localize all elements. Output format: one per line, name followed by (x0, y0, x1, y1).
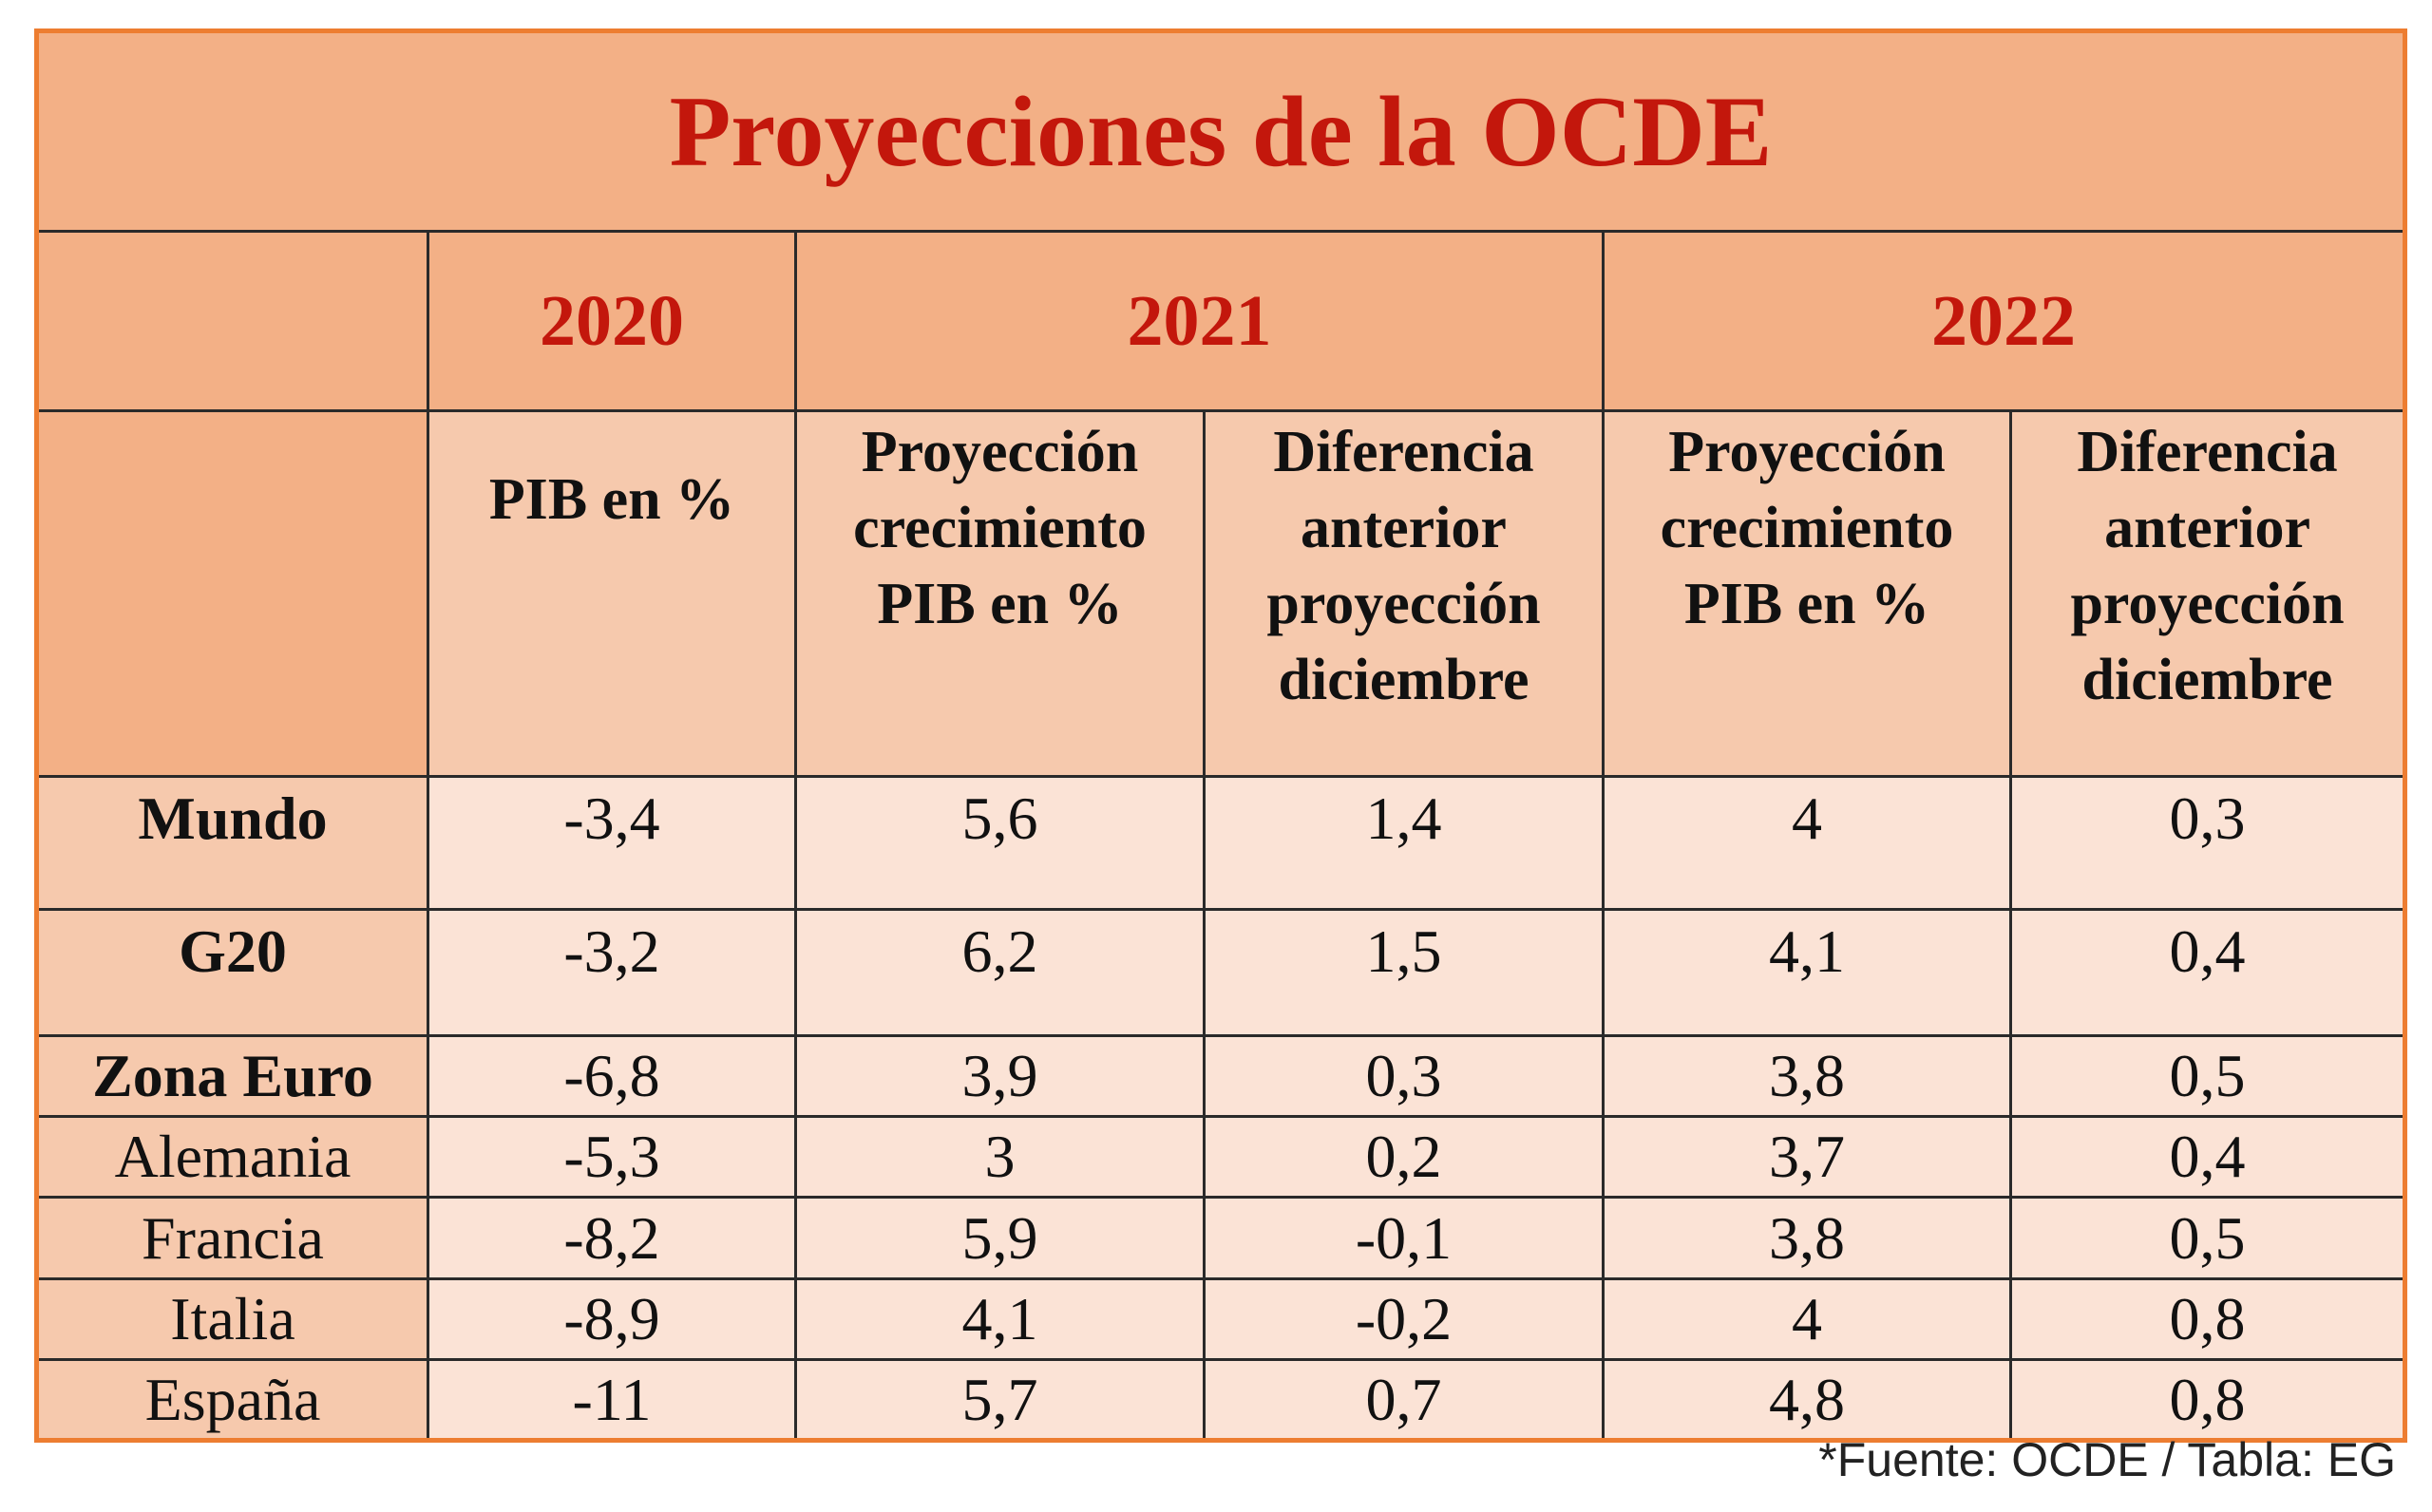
subheader-row: PIB en % Proyección crecimiento PIB en %… (36, 409, 2405, 778)
subheader-line: diciembre (1278, 648, 1530, 712)
value-cell: -3,2 (427, 908, 797, 1037)
value-cell: 0,4 (2008, 908, 2405, 1037)
value-cell: 0,5 (2008, 1196, 2405, 1280)
value-cell: -5,3 (427, 1115, 797, 1199)
subheader-diferencia-2022: Diferencia anterior proyección diciembre (2008, 409, 2405, 778)
value-cell: -3,4 (427, 775, 797, 911)
row-label: G20 (36, 908, 429, 1037)
value-cell: -8,9 (427, 1277, 797, 1361)
value-cell: 3 (794, 1115, 1206, 1199)
table-row: Zona Euro -6,8 3,9 0,3 3,8 0,5 (36, 1034, 2405, 1118)
row-label: Zona Euro (36, 1034, 429, 1118)
subheader-line: proyección (1266, 572, 1541, 636)
value-cell: 0,3 (1203, 1034, 1605, 1118)
value-cell: 5,9 (794, 1196, 1206, 1280)
row-label: Francia (36, 1196, 429, 1280)
table-row: España -11 5,7 0,7 4,8 0,8 (36, 1358, 2405, 1442)
subheader-line: Proyección (861, 420, 1139, 484)
subheader-line: Diferencia (1273, 420, 1534, 484)
subheader-line: proyección (2070, 572, 2345, 636)
subheader-line: Diferencia (2077, 420, 2338, 484)
table-row: Alemania -5,3 3 0,2 3,7 0,4 (36, 1115, 2405, 1199)
value-cell: -11 (427, 1358, 797, 1442)
value-cell: 0,7 (1203, 1358, 1605, 1442)
subheader-line: anterior (1301, 496, 1507, 560)
value-cell: 0,5 (2008, 1034, 2405, 1118)
subheader-line: anterior (2104, 496, 2310, 560)
empty-label-header (36, 409, 429, 778)
source-footer: *Fuente: OCDE / Tabla: EG (1818, 1433, 2396, 1486)
value-cell: 4 (1602, 1277, 2012, 1361)
value-cell: 0,2 (1203, 1115, 1605, 1199)
table-title: Proyecciones de la OCDE (36, 30, 2405, 233)
value-cell: 0,8 (2008, 1277, 2405, 1361)
subheader-line: PIB en % (1683, 572, 1930, 636)
value-cell: 0,8 (2008, 1358, 2405, 1442)
value-cell: 3,8 (1602, 1196, 2012, 1280)
title-row: Proyecciones de la OCDE (36, 30, 2405, 233)
subheader-line: diciembre (2081, 648, 2333, 712)
value-cell: 5,6 (794, 775, 1206, 911)
row-label: Italia (36, 1277, 429, 1361)
value-cell: 3,7 (1602, 1115, 2012, 1199)
value-cell: 4,1 (794, 1277, 1206, 1361)
subheader-line: crecimiento (853, 496, 1147, 560)
value-cell: 1,4 (1203, 775, 1605, 911)
value-cell: 0,4 (2008, 1115, 2405, 1199)
row-label: Alemania (36, 1115, 429, 1199)
subheader-line: Proyección (1668, 420, 1946, 484)
row-label: Mundo (36, 775, 429, 911)
subheader-diferencia-2021: Diferencia anterior proyección diciembre (1203, 409, 1605, 778)
ocde-projections-table: Proyecciones de la OCDE 2020 2021 2022 P… (34, 28, 2408, 1443)
row-label: España (36, 1358, 429, 1442)
subheader-proyeccion-2021: Proyección crecimiento PIB en % (794, 409, 1206, 778)
table-row: G20 -3,2 6,2 1,5 4,1 0,4 (36, 908, 2405, 1037)
value-cell: 4,1 (1602, 908, 2012, 1037)
value-cell: 5,7 (794, 1358, 1206, 1442)
value-cell: -0,2 (1203, 1277, 1605, 1361)
value-cell: 6,2 (794, 908, 1206, 1037)
value-cell: 3,8 (1602, 1034, 2012, 1118)
table-row: Italia -8,9 4,1 -0,2 4 0,8 (36, 1277, 2405, 1361)
year-2020: 2020 (427, 230, 797, 412)
value-cell: 4 (1602, 775, 2012, 911)
value-cell: 4,8 (1602, 1358, 2012, 1442)
value-cell: -0,1 (1203, 1196, 1605, 1280)
table-row: Francia -8,2 5,9 -0,1 3,8 0,5 (36, 1196, 2405, 1280)
value-cell: 3,9 (794, 1034, 1206, 1118)
year-2022: 2022 (1601, 230, 2405, 412)
table-row: Mundo -3,4 5,6 1,4 4 0,3 (36, 775, 2405, 911)
year-2021: 2021 (794, 230, 1605, 412)
subheader-line: crecimiento (1660, 496, 1954, 560)
empty-corner-cell (36, 230, 429, 412)
value-cell: -6,8 (427, 1034, 797, 1118)
year-row: 2020 2021 2022 (36, 230, 2405, 412)
value-cell: -8,2 (427, 1196, 797, 1280)
subheader-proyeccion-2022: Proyección crecimiento PIB en % (1602, 409, 2012, 778)
subheader-pib-2020: PIB en % (427, 409, 797, 778)
value-cell: 1,5 (1203, 908, 1605, 1037)
value-cell: 0,3 (2008, 775, 2405, 911)
subheader-line: PIB en % (877, 572, 1123, 636)
